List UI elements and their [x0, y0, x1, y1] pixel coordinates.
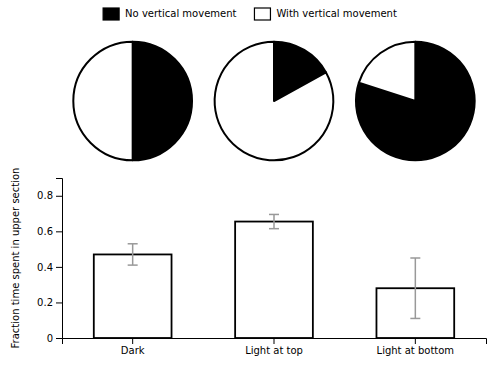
- error-bar-part: [410, 318, 420, 320]
- error-bar-part: [415, 258, 417, 318]
- legend-swatch: [254, 8, 270, 20]
- legend-swatch: [103, 8, 119, 20]
- legend-label: With vertical movement: [276, 8, 397, 19]
- error-bar-part: [132, 244, 134, 265]
- y-tick: 0.8: [37, 190, 62, 201]
- x-axis: Dark Light at top Light at bottom: [63, 338, 487, 356]
- y-tick-label: 0.6: [37, 226, 53, 237]
- error-bar: [128, 244, 138, 265]
- legend-item: No vertical movement: [103, 8, 236, 20]
- pie-slice: [215, 42, 334, 161]
- error-bar: [269, 214, 279, 228]
- pie: [356, 42, 475, 161]
- y-axis-line: [56, 179, 63, 339]
- plot-area: [94, 214, 454, 338]
- y-tick: 0.6: [37, 226, 62, 237]
- y-tick-mark: [56, 196, 62, 197]
- y-tick: 0: [47, 333, 62, 344]
- y-axis-title: Fraction time spent in upper section: [10, 168, 21, 349]
- pie-slice: [356, 42, 475, 161]
- x-tick-mark: [274, 338, 275, 344]
- x-tick-label: Light at bottom: [377, 345, 455, 356]
- y-tick-label: 0.8: [37, 190, 53, 201]
- x-tick-mark: [132, 338, 133, 344]
- x-tick-label: Light at top: [245, 345, 303, 356]
- legend-item: With vertical movement: [254, 8, 397, 20]
- error-bar-part: [269, 228, 279, 230]
- error-bar-part: [273, 214, 275, 228]
- bar: [94, 254, 172, 338]
- y-tick-label: 0.4: [37, 262, 53, 273]
- y-tick-mark: [56, 231, 62, 232]
- y-tick: 0.2: [37, 297, 62, 308]
- legend: No vertical movement With vertical moveme…: [103, 8, 397, 20]
- error-bar-part: [410, 257, 420, 259]
- pie-slice: [73, 42, 132, 161]
- error-bar-part: [128, 264, 138, 266]
- error-bar-part: [128, 243, 138, 245]
- pie-slice: [133, 42, 192, 161]
- y-tick-mark: [56, 338, 62, 339]
- legend-label: No vertical movement: [125, 8, 236, 19]
- chart: 0 0.2 0.4 0.6 0.8 Dark Light at top Light at bo…: [0, 0, 500, 370]
- y-axis: 0 0.2 0.4 0.6 0.8: [37, 179, 62, 344]
- y-tick-mark: [56, 267, 62, 268]
- x-axis-line: [63, 339, 487, 345]
- x-tick-label: Dark: [121, 345, 145, 356]
- y-tick-mark: [56, 302, 62, 303]
- y-tick-label: 0.2: [37, 297, 53, 308]
- error-bar: [410, 258, 420, 318]
- pie-slice: [359, 42, 415, 101]
- x-tick: Light at top: [245, 338, 303, 356]
- y-tick-label: 0: [47, 333, 53, 344]
- y-tick: 0.4: [37, 262, 62, 273]
- bar: [235, 222, 313, 338]
- pie: [215, 42, 334, 161]
- x-tick: Light at bottom: [377, 338, 455, 356]
- x-tick-mark: [415, 338, 416, 344]
- pie: [73, 42, 192, 161]
- error-bar-part: [269, 214, 279, 216]
- x-tick: Dark: [121, 338, 145, 356]
